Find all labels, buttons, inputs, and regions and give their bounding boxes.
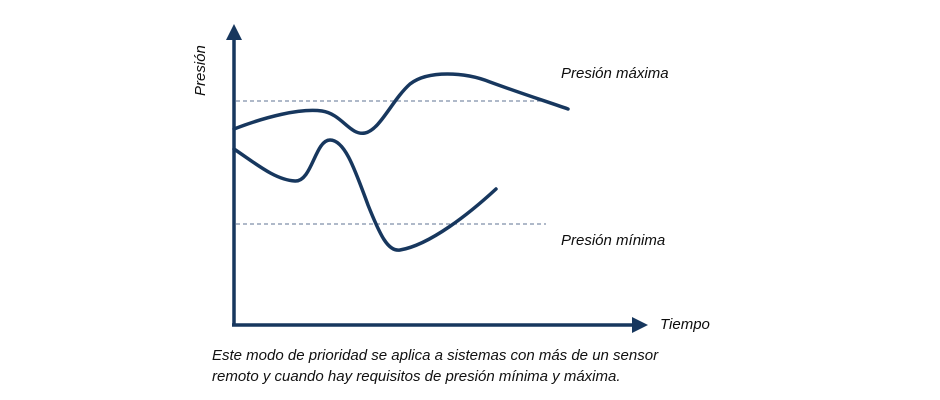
y-axis-arrowhead <box>226 24 242 40</box>
max-pressure-label: Presión máxima <box>561 65 669 82</box>
y-axis-label: Presión <box>192 45 209 96</box>
caption-line-1: Este modo de prioridad se aplica a siste… <box>212 347 659 364</box>
figure-caption: Este modo de prioridad se aplica a siste… <box>212 345 772 387</box>
caption-line-2: remoto y cuando hay requisitos de presió… <box>212 368 621 385</box>
min-pressure-label: Presión mínima <box>561 232 665 249</box>
max-pressure-curve <box>232 72 570 135</box>
min-pressure-curve <box>232 138 498 252</box>
x-axis-arrowhead <box>632 317 648 333</box>
x-axis-label: Tiempo <box>660 316 710 333</box>
